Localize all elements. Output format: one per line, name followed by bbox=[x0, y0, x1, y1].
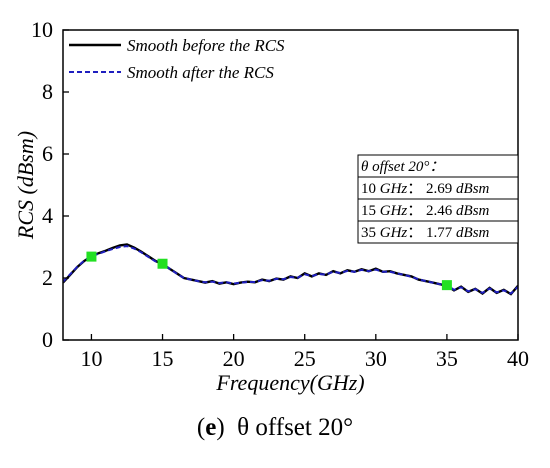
legend: Smooth before the RCS Smooth after the RC… bbox=[69, 36, 285, 82]
figure-caption: (e) θ offset 20° bbox=[196, 414, 354, 441]
y-tick-label: 8 bbox=[42, 79, 53, 104]
marker-point-3 bbox=[441, 280, 452, 291]
x-tick-label: 30 bbox=[365, 346, 387, 371]
y-tick-label: 0 bbox=[42, 327, 53, 352]
annotation-line-1: 10 GHz： 2.69 dBsm bbox=[361, 181, 490, 197]
legend-label-1: Smooth before the RCS bbox=[127, 36, 285, 55]
y-tick-label: 6 bbox=[42, 141, 53, 166]
rcs-chart: 10 15 20 25 30 35 40 0 2 4 6 8 10 Frequency(GHz) RCS… bbox=[13, 17, 529, 395]
plot-area bbox=[63, 243, 518, 296]
series-line-2 bbox=[63, 245, 518, 295]
annotation-line-3: 35 GHz： 1.77 dBsm bbox=[361, 225, 490, 241]
x-tick-label: 25 bbox=[294, 346, 316, 371]
y-tick-label: 2 bbox=[42, 265, 53, 290]
x-tick-label: 20 bbox=[223, 346, 245, 371]
x-tick-label: 10 bbox=[80, 346, 102, 371]
marker-point-1 bbox=[86, 251, 97, 262]
y-axis-label: RCS (dBsm) bbox=[13, 131, 38, 240]
annotation-title: θ offset 20°： bbox=[361, 159, 444, 175]
x-tick-label: 35 bbox=[436, 346, 458, 371]
caption-tag: e bbox=[205, 414, 217, 441]
annotation-line-2: 15 GHz： 2.46 dBsm bbox=[361, 203, 490, 219]
marker-point-2 bbox=[157, 258, 168, 269]
legend-label-2: Smooth after the RCS bbox=[127, 63, 274, 82]
x-axis-label: Frequency(GHz) bbox=[215, 370, 364, 395]
y-tick-label: 10 bbox=[31, 17, 53, 42]
annotation-box: θ offset 20°： 10 GHz： 2.69 dBsm 15 GHz： 2.… bbox=[357, 154, 519, 244]
y-tick-label: 4 bbox=[42, 203, 53, 228]
axis-ticks: 10 15 20 25 30 35 40 0 2 4 6 8 10 bbox=[31, 17, 529, 371]
x-tick-label: 15 bbox=[152, 346, 174, 371]
caption-text: θ offset 20° bbox=[237, 414, 354, 441]
x-tick-label: 40 bbox=[507, 346, 529, 371]
